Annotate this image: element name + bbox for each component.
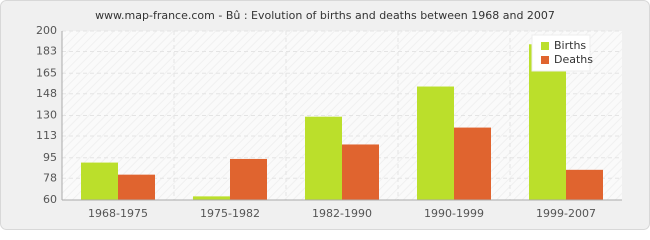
chart-title: www.map-france.com - Bû : Evolution of b…	[95, 9, 555, 22]
y-tick-label: 183	[36, 45, 57, 58]
legend-label: Births	[554, 39, 586, 52]
bar	[566, 169, 603, 200]
bar	[417, 86, 454, 200]
x-tick-label: 1975-1982	[200, 207, 260, 220]
bar	[342, 144, 379, 200]
bar	[305, 116, 342, 200]
page: {"chart_data": {"type": "bar", "title": …	[0, 0, 650, 230]
x-tick-label: 1999-2007	[536, 207, 596, 220]
y-tick-label: 60	[43, 193, 57, 206]
bar	[454, 127, 491, 200]
legend-box	[531, 34, 591, 72]
x-tick-label: 1968-1975	[88, 207, 148, 220]
y-tick-label: 130	[36, 109, 57, 122]
bar	[193, 196, 230, 200]
legend-swatch	[541, 42, 549, 50]
legend-label: Deaths	[554, 53, 593, 66]
y-tick-label: 148	[36, 87, 57, 100]
bar	[118, 174, 155, 200]
y-tick-label: 78	[43, 171, 57, 184]
legend-swatch	[541, 56, 549, 64]
x-tick-label: 1990-1999	[424, 207, 484, 220]
y-tick-label: 200	[36, 24, 57, 37]
chart: www.map-france.com - Bû : Evolution of b…	[0, 0, 650, 230]
x-tick-label: 1982-1990	[312, 207, 372, 220]
bar	[230, 158, 267, 200]
y-tick-label: 165	[36, 66, 57, 79]
y-tick-label: 113	[36, 129, 57, 142]
bar	[81, 162, 118, 200]
y-tick-label: 95	[43, 151, 57, 164]
